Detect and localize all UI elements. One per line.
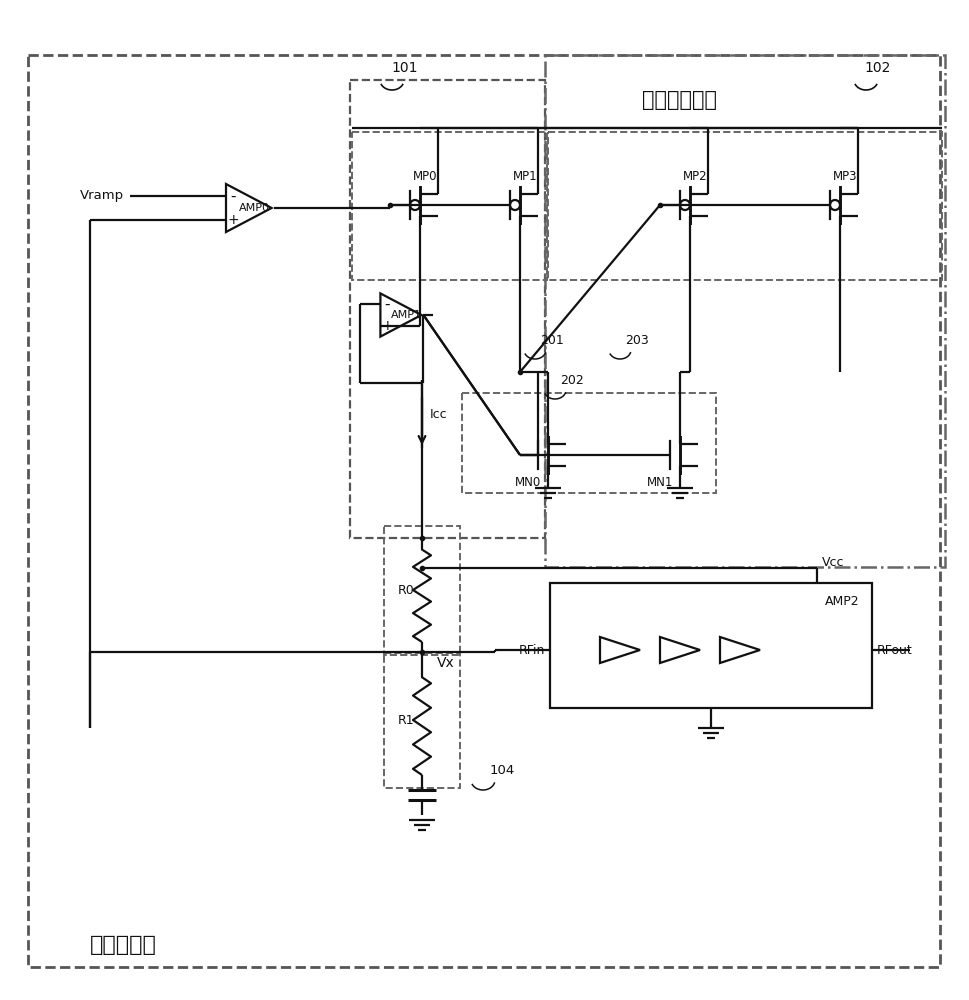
Text: Vramp: Vramp xyxy=(80,190,124,202)
Text: AMP2: AMP2 xyxy=(826,595,860,608)
Text: MP1: MP1 xyxy=(513,170,538,184)
Bar xyxy=(384,526,460,655)
Text: Vx: Vx xyxy=(437,656,454,670)
Text: MP3: MP3 xyxy=(832,170,858,184)
Bar xyxy=(384,653,460,788)
Text: R1: R1 xyxy=(398,714,415,726)
Text: Icc: Icc xyxy=(430,408,448,422)
Bar xyxy=(550,583,872,708)
Text: AMP0: AMP0 xyxy=(238,203,269,213)
Text: AMP1: AMP1 xyxy=(391,310,422,320)
Bar xyxy=(548,132,942,280)
Text: 功率控制器: 功率控制器 xyxy=(90,935,157,955)
Text: 201: 201 xyxy=(540,334,564,347)
Text: 电流采样模块: 电流采样模块 xyxy=(642,90,717,110)
Text: MP2: MP2 xyxy=(683,170,707,184)
Text: 102: 102 xyxy=(864,61,891,75)
Text: RFout: RFout xyxy=(877,644,913,656)
Text: 104: 104 xyxy=(490,764,516,776)
Bar xyxy=(350,80,545,538)
Bar xyxy=(352,132,547,280)
Text: +: + xyxy=(382,319,393,333)
Text: 203: 203 xyxy=(625,334,649,347)
Text: MN1: MN1 xyxy=(647,477,673,489)
Text: RFin: RFin xyxy=(518,644,545,656)
Text: MP0: MP0 xyxy=(413,170,437,184)
Text: R0: R0 xyxy=(398,584,415,596)
Bar xyxy=(545,55,945,567)
Text: 101: 101 xyxy=(391,61,419,75)
Text: +: + xyxy=(227,213,238,227)
Text: -: - xyxy=(231,188,235,204)
Text: Vcc: Vcc xyxy=(822,556,845,568)
Bar xyxy=(462,393,716,493)
Text: 202: 202 xyxy=(560,373,583,386)
Text: -: - xyxy=(385,297,391,312)
Text: MN0: MN0 xyxy=(515,477,541,489)
